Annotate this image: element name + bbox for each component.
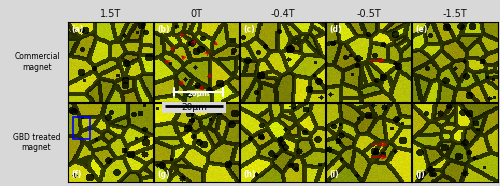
Text: (j): (j) [416,170,426,179]
Bar [72,116,90,139]
Text: 20μm: 20μm [181,103,207,112]
Text: (b): (b) [157,25,170,34]
Text: (f): (f) [71,170,82,179]
Text: -0.4T: -0.4T [270,9,295,19]
Text: (g): (g) [157,170,170,179]
Text: Commercial
magnet: Commercial magnet [14,52,60,72]
Text: 1.5T: 1.5T [100,9,120,19]
Text: 20μm: 20μm [188,91,210,97]
Text: (i): (i) [330,170,339,179]
Text: GBD treated
magnet: GBD treated magnet [12,133,60,152]
Text: (d): (d) [330,25,342,34]
Text: (e): (e) [416,25,428,34]
Text: -0.5T: -0.5T [356,9,381,19]
Text: -1.5T: -1.5T [442,9,468,19]
Text: (c): (c) [244,25,255,34]
Text: (h): (h) [244,170,256,179]
Text: 0T: 0T [190,9,202,19]
Text: (a): (a) [71,25,83,34]
